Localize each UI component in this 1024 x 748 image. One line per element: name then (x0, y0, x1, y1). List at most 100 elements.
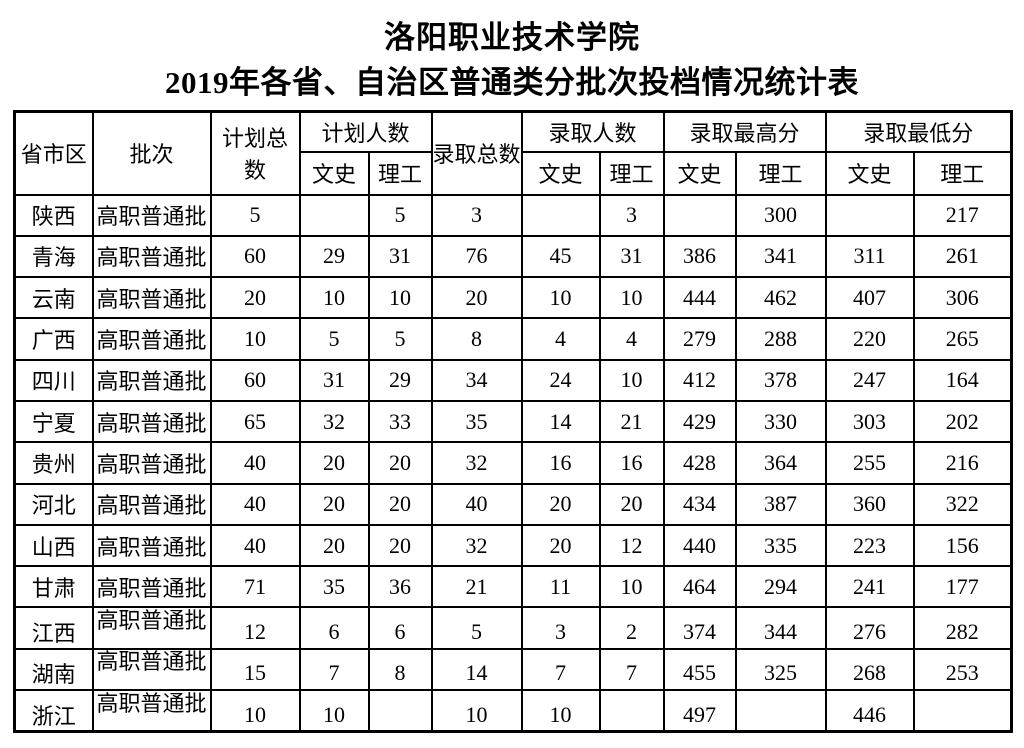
cell-batch: 高职普通批 (91, 317, 212, 361)
cell-text: 344 (764, 619, 798, 645)
cell-plan-total: 5 (209, 193, 301, 237)
cell-plan-total: 15 (209, 647, 301, 692)
cell-text: 12 (620, 532, 643, 558)
cell-plan-lg: 6 (367, 606, 433, 650)
cell-batch: 高职普通批 (91, 441, 212, 485)
cell-text: 4 (555, 326, 567, 352)
cell-text: 65 (244, 408, 266, 434)
cell-batch: 高职普通批 (91, 606, 212, 650)
cell-plan-ws: 29 (298, 234, 370, 279)
table-row: 陕西 高职普通批 5 5 3 3 300 217 (13, 193, 1013, 237)
cell-text: 16 (620, 449, 643, 475)
cell-text: 255 (853, 449, 887, 475)
cell-text: 462 (764, 284, 798, 310)
cell-batch: 高职普通批 (91, 358, 212, 402)
cell-province: 青海 (13, 234, 94, 279)
cell-text: 四川 (31, 369, 76, 395)
cell-min-lg: 164 (912, 358, 1013, 402)
subheader-min-wenshi: 文史 (824, 150, 915, 196)
cell-text: 7 (328, 660, 340, 686)
cell-batch: 高职普通批 (91, 647, 212, 692)
cell-province: 江西 (13, 606, 94, 650)
cell-text: 311 (853, 243, 886, 269)
cell-text: 河北 (31, 493, 76, 519)
cell-admit-total: 32 (430, 441, 523, 485)
cell-text: 15 (244, 660, 266, 686)
subheader-min-ligong: 理工 (912, 150, 1013, 196)
cell-text: 387 (764, 491, 798, 517)
col-header-batch: 批次 (91, 110, 212, 196)
cell-admit-lg: 10 (598, 565, 665, 609)
cell-max-lg: 335 (734, 523, 827, 568)
cell-text: 40 (244, 449, 266, 475)
cell-min-lg: 156 (912, 523, 1013, 568)
cell-min-ws: 255 (824, 441, 915, 485)
cell-text: 434 (683, 491, 717, 517)
cell-plan-total: 10 (209, 317, 301, 361)
cell-text: 364 (764, 449, 798, 475)
cell-text: 20 (244, 284, 266, 310)
cell-batch: 高职普通批 (91, 399, 212, 444)
header-row-2: 文史 理工 文史 理工 文史 理工 文史 理工 (15, 150, 1013, 196)
table-row: 广西 高职普通批 10 5 5 8 4 4 279 288 220 265 (13, 317, 1013, 361)
cell-min-lg: 306 (912, 276, 1013, 320)
cell-plan-total: 40 (209, 482, 301, 526)
cell-text: 高职普通批 (96, 690, 207, 716)
cell-text: 高职普通批 (96, 204, 207, 230)
cell-max-ws: 464 (662, 565, 737, 609)
cell-text: 386 (683, 243, 717, 269)
cell-admit-lg: 16 (598, 441, 665, 485)
col-header-admit-min: 录取最低分 (824, 110, 1013, 153)
cell-text: 335 (764, 532, 798, 558)
cell-text: 35 (465, 408, 488, 434)
cell-province: 甘肃 (13, 565, 94, 609)
cell-text: 40 (244, 491, 266, 517)
admission-stats-table: 省市区 批次 计划总数 计划人数 录取总数 录取人数 录取最高分 录取最低分 文… (13, 110, 1014, 733)
cell-text: 440 (683, 532, 717, 558)
cell-admit-ws: 3 (520, 606, 601, 650)
table-row: 甘肃 高职普通批 71 35 36 21 11 10 464 294 241 177 (13, 565, 1013, 609)
cell-text: 5 (471, 619, 483, 645)
cell-province: 云南 (13, 276, 94, 320)
subheader-max-wenshi: 文史 (662, 150, 737, 196)
cell-admit-total: 21 (430, 565, 523, 609)
cell-plan-ws: 7 (298, 647, 370, 692)
cell-text: 20 (389, 532, 411, 558)
cell-text: 3 (626, 202, 638, 228)
cell-admit-total: 3 (430, 193, 523, 237)
col-header-province: 省市区 (13, 110, 94, 196)
cell-admit-total: 10 (430, 689, 523, 733)
cell-min-ws: 360 (824, 482, 915, 526)
cell-min-ws: 223 (824, 523, 915, 568)
cell-admit-lg: 20 (598, 482, 665, 526)
cell-text: 31 (323, 367, 345, 393)
cell-admit-lg: 31 (598, 234, 665, 279)
cell-text: 陕西 (31, 204, 76, 230)
cell-text: 33 (389, 408, 411, 434)
cell-min-ws (824, 193, 915, 237)
cell-min-ws: 446 (824, 689, 915, 733)
table-row: 宁夏 高职普通批 65 32 33 35 14 21 429 330 303 202 (13, 399, 1013, 444)
cell-text: 282 (945, 619, 979, 645)
cell-text: 宁夏 (31, 410, 76, 436)
cell-text: 76 (465, 243, 488, 269)
cell-admit-lg: 4 (598, 317, 665, 361)
cell-admit-ws: 10 (520, 276, 601, 320)
cell-min-lg: 202 (912, 399, 1013, 444)
cell-max-ws: 440 (662, 523, 737, 568)
cell-plan-lg: 5 (367, 317, 433, 361)
cell-min-lg: 177 (912, 565, 1013, 609)
cell-text: 24 (549, 367, 572, 393)
cell-min-ws: 303 (824, 399, 915, 444)
cell-max-lg: 378 (734, 358, 827, 402)
cell-text: 10 (620, 573, 643, 599)
table-row: 江西 高职普通批 12 6 6 5 3 2 374 344 276 282 (13, 606, 1013, 650)
cell-min-ws: 247 (824, 358, 915, 402)
cell-text: 5 (328, 326, 340, 352)
cell-max-ws: 279 (662, 317, 737, 361)
cell-text: 10 (549, 701, 572, 727)
table-row: 贵州 高职普通批 40 20 20 32 16 16 428 364 255 216 (13, 441, 1013, 485)
cell-text: 20 (620, 491, 643, 517)
table-body: 陕西 高职普通批 5 5 3 3 300 217 青海 高职普通批 60 29 31 76 45 31 386 3… (13, 193, 1013, 733)
